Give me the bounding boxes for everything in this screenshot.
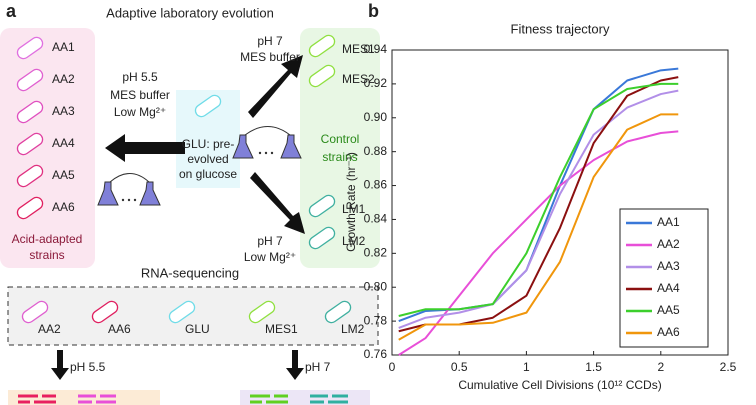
strain-label: MES1 [265, 322, 298, 336]
cell-icon [324, 300, 352, 324]
strain-label: AA2 [52, 72, 75, 86]
plot-frame [391, 49, 729, 356]
cell-icon [91, 300, 119, 324]
cell-icon [248, 300, 276, 324]
arrow-down [286, 350, 304, 380]
cell-icon [308, 226, 336, 250]
condition: Low Mg²⁺ [244, 250, 296, 264]
series-line [398, 130, 679, 356]
caption: strains [322, 150, 357, 164]
x-tick-label: 0.5 [451, 360, 468, 374]
cell-icon [16, 100, 44, 124]
cell-icon [308, 194, 336, 218]
y-tick-label: 0.82 [364, 246, 388, 260]
y-tick-label: 0.94 [364, 42, 388, 56]
chart-title: Fitness trajectory [511, 21, 610, 36]
series-line [398, 89, 679, 329]
flask-dots [121, 151, 274, 202]
panel-title: Adaptive laboratory evolution [106, 5, 274, 20]
panel-label: b [368, 1, 379, 21]
cell-icon [194, 94, 222, 118]
condition: MES buffer [240, 50, 300, 64]
condition: MES buffer [110, 88, 170, 102]
strain-label: AA3 [52, 104, 75, 118]
legend-label: AA3 [657, 259, 680, 273]
y-tick-label: 0.88 [364, 144, 388, 158]
panel-label: a [6, 1, 17, 21]
cell-icon [308, 64, 336, 88]
arrow-left [105, 134, 185, 162]
legend-box [619, 208, 709, 348]
reads [18, 394, 348, 404]
x-tick-label: 0 [389, 360, 396, 374]
strain-label: AA2 [38, 322, 61, 336]
cell-icon [16, 36, 44, 60]
caption: strains [29, 248, 64, 262]
strain-label: AA4 [52, 136, 75, 150]
condition: Low Mg²⁺ [114, 105, 166, 119]
y-axis-label: Growth Rate (hr⁻¹) [344, 152, 358, 252]
legend-label: AA5 [657, 303, 680, 317]
strain-label: AA5 [52, 168, 75, 182]
condition: pH 7 [257, 34, 283, 48]
y-tick-label: 0.92 [364, 76, 388, 90]
caption: Acid-adapted [12, 232, 83, 246]
arrow-down-right [250, 172, 305, 234]
x-tick-label: 1.5 [585, 360, 602, 374]
strain-label: LM2 [341, 322, 365, 336]
glu-text: on glucose [179, 167, 237, 181]
condition: pH 5.5 [122, 70, 158, 84]
arrow-down [51, 350, 69, 380]
y-tick-label: 0.90 [364, 110, 388, 124]
strain-label: MES1 [342, 42, 375, 56]
condition: pH 5.5 [70, 360, 106, 374]
glu-text: evolved [187, 152, 228, 166]
strain-label: AA1 [52, 40, 75, 54]
series-line [398, 82, 679, 317]
y-tick-label: 0.86 [364, 178, 388, 192]
y-tick-label: 0.80 [364, 279, 388, 293]
cell-icon [16, 196, 44, 220]
legend-label: AA1 [657, 215, 680, 229]
y-tick-label: 0.78 [364, 313, 388, 327]
strain-label: GLU [185, 322, 210, 336]
cell-icon [308, 34, 336, 58]
strain-label: MES2 [342, 72, 375, 86]
legend-label: AA6 [657, 325, 680, 339]
x-tick-label: 1 [523, 360, 530, 374]
y-tick-label: 0.84 [364, 212, 388, 226]
y-tick-label: 0.76 [364, 347, 388, 361]
condition: pH 7 [257, 234, 283, 248]
cell-icon [21, 300, 49, 324]
x-tick-label: 2.5 [720, 360, 737, 374]
cell-icon [16, 68, 44, 92]
rna-box [7, 286, 379, 346]
strain-label: AA6 [108, 322, 131, 336]
cell-icon [16, 164, 44, 188]
condition: pH 7 [305, 360, 331, 374]
x-axis-label: Cumulative Cell Divisions (10¹² CCDs) [458, 378, 661, 392]
strain-label: LM1 [342, 202, 366, 216]
legend-label: AA2 [657, 237, 680, 251]
cell-icon [16, 132, 44, 156]
cell-icon [168, 300, 196, 324]
section-title: RNA-sequencing [141, 265, 239, 280]
legend-label: AA4 [657, 281, 680, 295]
glu-text: GLU: pre- [182, 137, 235, 151]
arrow-up-right [248, 55, 303, 118]
series-line [398, 113, 679, 341]
strain-label: LM2 [342, 234, 366, 248]
flasks [97, 126, 302, 206]
strain-label: AA6 [52, 200, 75, 214]
x-tick-label: 2 [657, 360, 664, 374]
caption: Control [321, 132, 360, 146]
